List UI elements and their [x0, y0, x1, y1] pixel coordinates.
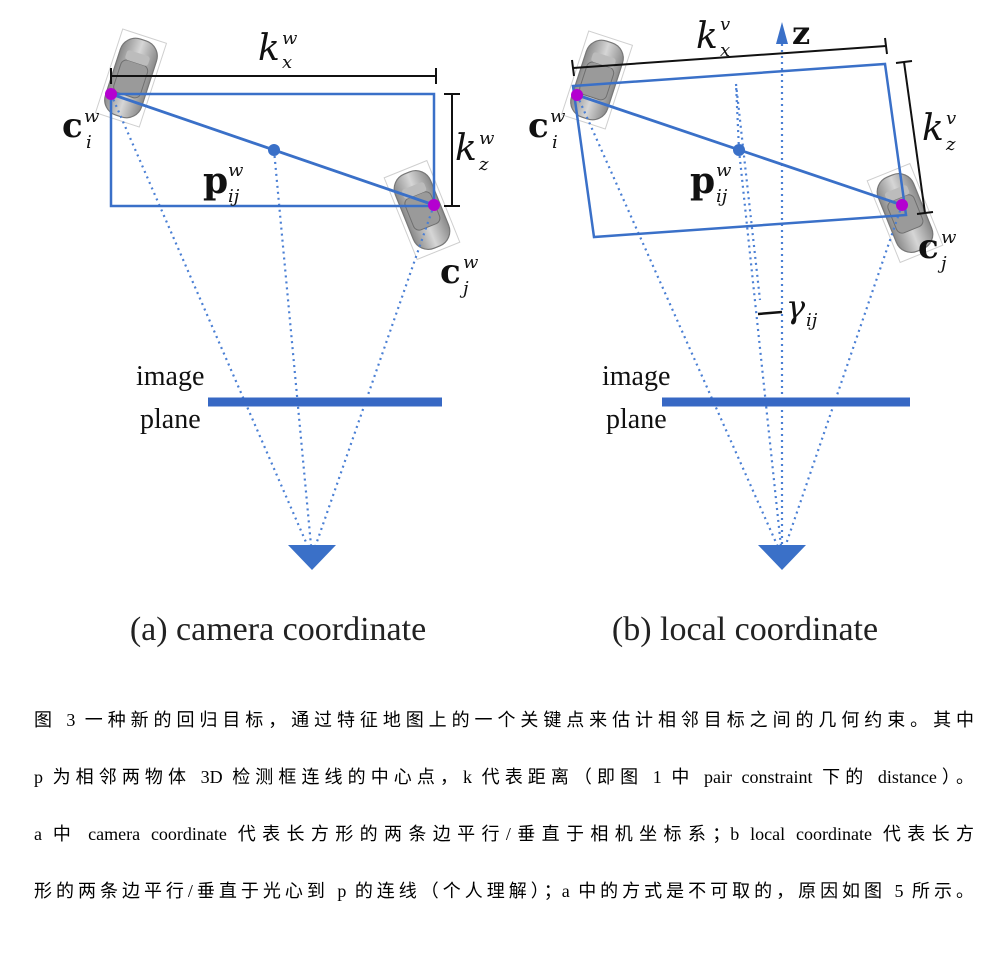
image-label-b: image [602, 361, 670, 392]
kx-sub-b: x [720, 40, 730, 61]
plane-label-a: plane [140, 404, 201, 435]
kz-dimension-a [444, 93, 460, 207]
car-j-icon [383, 159, 461, 261]
center-ci-b [571, 89, 583, 101]
p-sup-a: w [228, 160, 244, 181]
point-p-b [733, 144, 745, 156]
center-cj-a [428, 199, 440, 211]
bbox-a [109, 92, 436, 208]
p-sub-b: ij [716, 186, 728, 207]
kz-dimension-b [895, 60, 934, 215]
kx-label-a: k [258, 28, 280, 69]
image-label-a: image [136, 361, 204, 392]
kz-sup-b: v [946, 108, 956, 129]
kx-dimension-a [110, 68, 437, 84]
kx-sub-a: x [282, 52, 292, 73]
kx-dimension-b [571, 37, 888, 77]
p-label-b: p [690, 160, 715, 202]
panel-a: k w x k w z c w i p w ij c w j image pla… [62, 28, 495, 648]
center-ci-a [105, 88, 117, 100]
kx-sup-a: w [282, 28, 298, 49]
point-p-a [268, 144, 280, 156]
kz-label-b: k [922, 108, 944, 149]
car-i-icon-b [560, 30, 634, 130]
kz-label-a: k [455, 128, 477, 169]
optical-center-a [288, 545, 336, 570]
plane-label-b: plane [606, 404, 667, 435]
cj-label-b: c [918, 227, 939, 267]
cj-sup-b: w [941, 227, 957, 248]
p-sub-a: ij [228, 186, 240, 207]
gamma-label: γ [786, 288, 806, 326]
center-cj-b [896, 199, 908, 211]
kz-sub-a: z [478, 154, 489, 175]
ci-sup-a: w [84, 106, 100, 127]
gamma-marker-b [757, 310, 783, 316]
cj-sub-b: j [937, 253, 947, 274]
gamma-sub: ij [806, 310, 818, 331]
cj-sup-a: w [463, 252, 479, 273]
ci-sup-b: w [550, 106, 566, 127]
caption-line-2: p 为相邻两物体 3D 检测框连线的中心点，k 代表距离（即图 1 中 pair… [34, 767, 974, 787]
rays-b [575, 83, 904, 557]
rays-a [109, 93, 436, 557]
optical-center-b [758, 545, 806, 570]
cj-label-a: c [440, 252, 461, 292]
caption-line-3: a 中 camera coordinate 代表长方形的两条边平行/垂直于相机坐… [34, 824, 974, 844]
kz-sup-a: w [479, 128, 495, 149]
panel-b: k v x z k v z c w i p w ij c w j γ ij im… [528, 14, 957, 648]
p-sup-b: w [716, 160, 732, 181]
bbox-b [571, 62, 908, 239]
cj-sub-a: j [459, 278, 469, 299]
kx-label-b: k [696, 16, 718, 57]
figure-caption: 图 3 一种新的回归目标，通过特征地图上的一个关键点来估计相邻目标之间的几何约束… [34, 692, 974, 920]
car-i-icon [94, 28, 168, 128]
z-axis-label: z [792, 14, 810, 52]
kx-sup-b: v [720, 14, 730, 35]
caption-line-4: 形的两条边平行/垂直于光心到 p 的连线（个人理解）；a 中的方式是不可取的，原… [34, 881, 974, 901]
caption-b: (b) local coordinate [612, 611, 878, 648]
z-arrow-icon [776, 22, 788, 44]
figure-diagram: k w x k w z c w i p w ij c w j image pla… [62, 14, 957, 648]
caption-a: (a) camera coordinate [130, 611, 426, 648]
kz-sub-b: z [945, 134, 956, 155]
ci-sub-b: i [552, 132, 558, 153]
ci-label-b: c [528, 106, 549, 146]
ci-label-a: c [62, 106, 83, 146]
caption-line-1: 图 3 一种新的回归目标，通过特征地图上的一个关键点来估计相邻目标之间的几何约束… [34, 710, 974, 730]
p-label-a: p [203, 160, 228, 202]
ci-sub-a: i [86, 132, 92, 153]
